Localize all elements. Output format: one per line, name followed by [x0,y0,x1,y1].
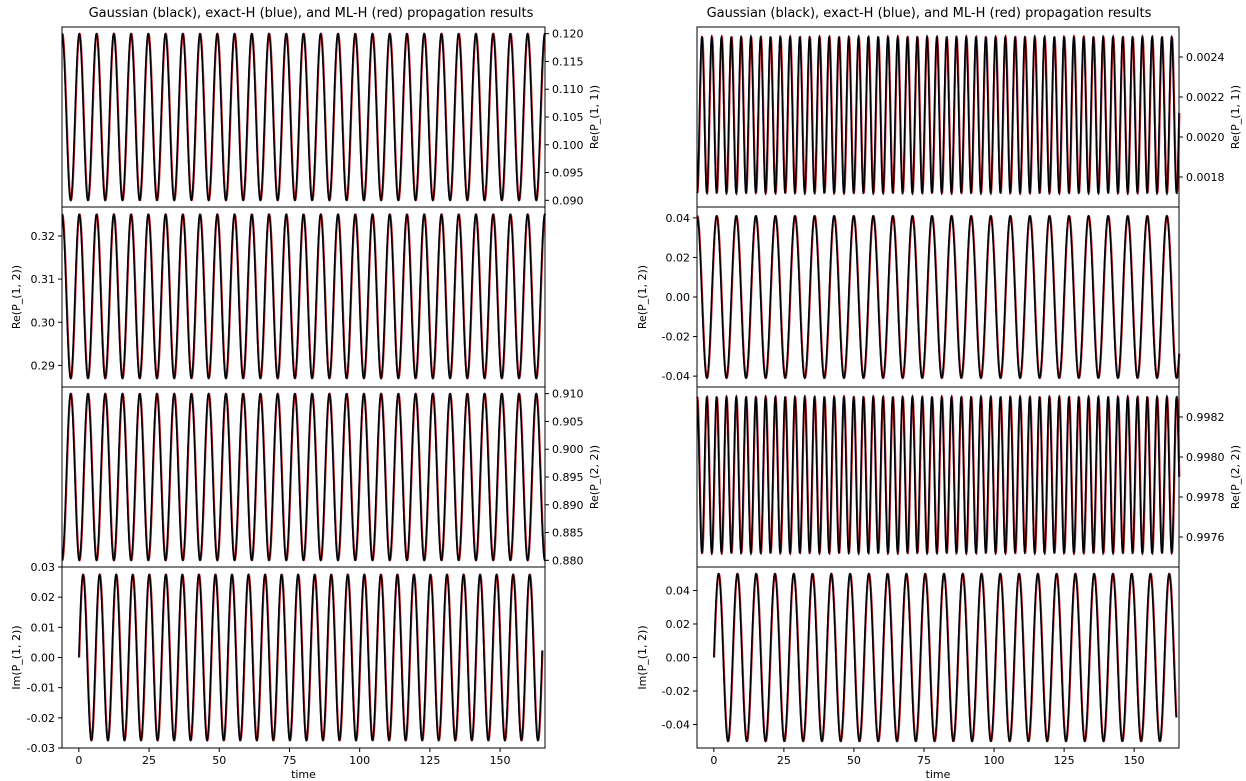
x-tick-label: 125 [1054,754,1075,767]
y-tick-label: 0.880 [552,554,584,567]
y-axis-label: Im(P_(1, 2)) [10,625,23,689]
y-tick-label: 0.110 [552,83,584,96]
x-tick-label: 75 [917,754,931,767]
x-tick-label: 50 [847,754,861,767]
subplot-left-1: 0.090 0.095 0.100 0.105 0.110 0.115 0.120 Re(P_… [61,26,601,208]
y-axis-label: Re(P_(2, 2)) [588,445,601,509]
series-line-gaussian [696,214,1180,380]
y-tick-label: 0.0018 [1186,171,1225,184]
y-axis-label: Re(P_(1, 2)) [636,265,649,329]
series-line-gaussian [696,34,1180,196]
x-axis-label: time [291,768,316,781]
subplot-left-2: 0.29 0.30 0.31 0.32 Re(P_(1, 2)) [10,206,547,388]
figure-title-left: Gaussian (black), exact-H (blue), and ML… [89,6,534,21]
y-tick-label: -0.04 [662,370,690,383]
y-axis-label: Re(P_(2, 2)) [1229,445,1242,509]
series-line-gaussian [61,392,546,562]
y-tick-label: 0.9978 [1186,491,1225,504]
x-tick-label: 75 [282,754,296,767]
y-tick-label: -0.02 [662,331,690,344]
y-tick-label: 0.00 [31,652,56,665]
x-tick-label: 150 [1124,754,1145,767]
y-tick-label: 0.900 [552,443,584,456]
y-tick-label: 0.0022 [1186,91,1225,104]
figure-title-right: Gaussian (black), exact-H (blue), and ML… [707,6,1152,21]
y-tick-label: 0.9980 [1186,451,1225,464]
y-tick-label: -0.02 [27,712,55,725]
series-line-gaussian [78,573,543,742]
y-tick-label: 0.03 [31,561,56,574]
y-tick-label: 0.910 [552,388,584,401]
y-tick-label: 0.0024 [1186,51,1225,64]
y-tick-label: -0.01 [27,682,55,695]
y-tick-label: -0.02 [662,685,690,698]
x-axis-label: time [926,768,951,781]
x-tick-label: 150 [490,754,511,767]
y-tick-label: 0.31 [31,273,56,286]
y-tick-label: 0.0020 [1186,131,1225,144]
y-tick-label: 0.090 [552,194,584,207]
y-axis-label: Re(P_(1, 1)) [1229,85,1242,149]
x-tick-label: 25 [777,754,791,767]
y-tick-label: 0.905 [552,415,584,428]
x-tick-label: 0 [75,754,82,767]
x-tick-label: 125 [419,754,440,767]
x-tick-label: 100 [349,754,370,767]
y-tick-label: 0.100 [552,139,584,152]
y-tick-label: 0.04 [666,212,691,225]
series-line-gaussian [713,572,1177,743]
y-tick-label: 0.895 [552,471,584,484]
subplot-left-3: 0.880 0.885 0.890 0.895 0.900 0.905 0.910 Re(P_… [61,386,601,568]
series-line-gaussian [61,32,546,202]
y-tick-label: -0.04 [662,719,690,732]
y-tick-label: 0.32 [31,230,56,243]
x-tick-label: 50 [212,754,226,767]
y-tick-label: 0.885 [552,527,584,540]
x-tick-label: 25 [142,754,156,767]
series-line-gaussian [61,213,546,380]
subplot-right-4: -0.04 -0.02 0.00 0.02 0.04 Im(P_(1, 2)) 0 25 50 7… [636,566,1180,781]
y-tick-label: 0.095 [552,167,584,180]
y-tick-label: 0.120 [552,28,584,41]
x-tick-label: 100 [984,754,1005,767]
y-tick-label: 0.00 [666,652,691,665]
y-axis-label: Re(P_(1, 1)) [588,85,601,149]
series-line-gaussian [696,394,1180,556]
y-tick-label: 0.02 [31,591,56,604]
subplot-grid: 0.090 0.095 0.100 0.105 0.110 0.115 0.120 Re(P_… [10,26,1242,781]
subplot-left-4: -0.03 -0.02 -0.01 0.00 0.01 0.02 0.03 Im(P_(1, … [10,561,546,781]
y-tick-label: 0.30 [31,316,56,329]
subplot-right-2: -0.04 -0.02 0.00 0.02 0.04 Re(P_(1, 2)) [636,206,1181,388]
y-tick-label: 0.115 [552,55,584,68]
subplot-right-1: 0.0018 0.0020 0.0022 0.0024 Re(P_(1, 1)) [696,26,1242,208]
y-tick-label: 0.105 [552,111,584,124]
y-tick-label: 0.00 [666,291,691,304]
y-tick-label: 0.02 [666,618,691,631]
y-tick-label: 0.04 [666,584,691,597]
y-tick-label: 0.890 [552,499,584,512]
y-axis-label: Re(P_(1, 2)) [10,265,23,329]
subplot-right-3: 0.9976 0.9978 0.9980 0.9982 Re(P_(2, 2)) [696,386,1242,568]
y-tick-label: 0.02 [666,251,691,264]
y-tick-label: 0.9982 [1186,411,1225,424]
y-axis-label: Im(P_(1, 2)) [636,625,649,689]
y-tick-label: -0.03 [27,742,55,755]
y-tick-label: 0.01 [31,621,56,634]
y-tick-label: 0.9976 [1186,531,1225,544]
x-tick-label: 0 [710,754,717,767]
y-tick-label: 0.29 [31,359,56,372]
